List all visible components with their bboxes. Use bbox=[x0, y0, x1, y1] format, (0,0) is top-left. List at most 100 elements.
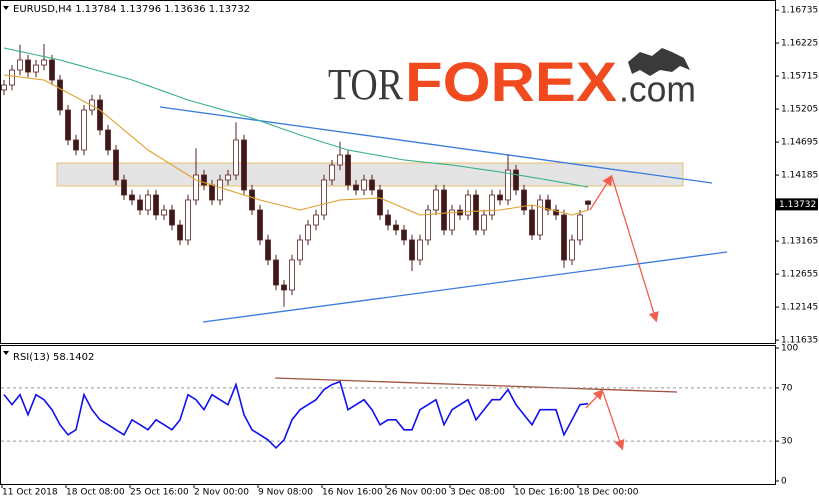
candle-body bbox=[217, 179, 223, 201]
candle-body bbox=[129, 194, 135, 201]
candle-body bbox=[121, 179, 127, 196]
y-tick-label: 1.15715 bbox=[781, 72, 818, 82]
menu-triangle bbox=[3, 351, 9, 355]
candle-body bbox=[73, 139, 79, 151]
series-line bbox=[3, 47, 589, 188]
y-tick-label: 100 bbox=[781, 344, 798, 354]
candle-body bbox=[449, 209, 455, 231]
x-tick-label: 16 Nov 16:00 bbox=[322, 488, 383, 498]
candle-body bbox=[369, 179, 375, 191]
price-marker-label: 1.13732 bbox=[779, 200, 816, 210]
candle-body bbox=[585, 200, 591, 205]
candle-body bbox=[41, 59, 47, 66]
y-tick-label: 1.16225 bbox=[781, 39, 818, 49]
forecast-arrow bbox=[611, 176, 659, 323]
candle-body bbox=[393, 224, 399, 231]
trend-line bbox=[202, 251, 728, 323]
candle-body bbox=[345, 154, 351, 186]
candle-body bbox=[81, 109, 87, 151]
candle-body bbox=[313, 214, 319, 226]
candle-body bbox=[33, 64, 39, 73]
y-tick-label: 1.14695 bbox=[781, 138, 818, 148]
candle-body bbox=[569, 239, 575, 261]
candle-body bbox=[65, 109, 71, 141]
price-marker bbox=[776, 198, 818, 211]
candle-body bbox=[209, 184, 215, 201]
candle-body bbox=[49, 59, 55, 81]
candle-body bbox=[529, 209, 535, 236]
candle-body bbox=[137, 199, 143, 211]
candle-body bbox=[465, 194, 471, 216]
x-tick-label: 11 Oct 2018 bbox=[2, 488, 58, 498]
logo: TOR FOREX .com bbox=[328, 48, 696, 113]
candle-body bbox=[105, 129, 111, 151]
x-tick-label: 3 Dec 08:00 bbox=[450, 488, 505, 498]
x-tick-label: 2 Nov 00:00 bbox=[194, 488, 249, 498]
candle-body bbox=[417, 239, 423, 261]
candle-body bbox=[177, 224, 183, 241]
series-line bbox=[3, 380, 589, 450]
candle-body bbox=[545, 199, 551, 211]
candle-body bbox=[1, 84, 7, 91]
y-tick-label: 1.14185 bbox=[781, 171, 818, 181]
candle-body bbox=[433, 189, 439, 211]
candle-body bbox=[561, 214, 567, 261]
forecast-arrow bbox=[602, 391, 625, 451]
chart-title: EURUSD,H4 1.13784 1.13796 1.13636 1.1373… bbox=[13, 4, 250, 15]
x-tick-label: 10 Dec 16:00 bbox=[514, 488, 575, 498]
candle-body bbox=[401, 229, 407, 241]
forecast-arrow bbox=[585, 389, 604, 409]
plot-layer bbox=[1, 44, 775, 450]
candle-body bbox=[17, 59, 23, 71]
candle-body bbox=[441, 189, 447, 231]
candle-body bbox=[169, 209, 175, 226]
y-tick-label: 70 bbox=[781, 383, 793, 393]
y-tick-label: 0 bbox=[781, 477, 787, 487]
y-tick-label: 1.11635 bbox=[781, 336, 818, 346]
x-tick-label: 9 Nov 08:00 bbox=[258, 488, 313, 498]
candle-body bbox=[25, 59, 31, 73]
candle-body bbox=[241, 139, 247, 191]
candle-body bbox=[297, 239, 303, 261]
series-line bbox=[3, 74, 589, 216]
candle-body bbox=[409, 239, 415, 261]
candle-body bbox=[337, 154, 343, 166]
candle-body bbox=[113, 149, 119, 181]
candle-body bbox=[489, 194, 495, 216]
candle-body bbox=[193, 174, 199, 201]
candle-body bbox=[505, 169, 511, 201]
y-tick-label: 1.15205 bbox=[781, 105, 818, 115]
forecast-arrow bbox=[589, 174, 613, 211]
candle-body bbox=[273, 259, 279, 286]
y-tick-label: 1.13165 bbox=[781, 237, 818, 247]
y-tick-label: 30 bbox=[781, 437, 793, 447]
candle-body bbox=[425, 209, 431, 241]
x-tick-label: 18 Dec 00:00 bbox=[578, 488, 639, 498]
x-tick-label: 26 Nov 00:00 bbox=[386, 488, 447, 498]
candle-body bbox=[537, 199, 543, 236]
candle-body bbox=[281, 284, 287, 291]
candle-body bbox=[201, 174, 207, 186]
candle-body bbox=[513, 169, 519, 191]
y-tick-label: 1.12145 bbox=[781, 303, 818, 313]
candle-body bbox=[473, 194, 479, 231]
candle-body bbox=[577, 214, 583, 241]
candle-body bbox=[185, 199, 191, 241]
rsi-panel bbox=[0, 345, 776, 485]
candle-body bbox=[265, 239, 271, 261]
trend-line bbox=[159, 106, 713, 184]
candle-body bbox=[553, 209, 559, 216]
candle-body bbox=[321, 179, 327, 216]
y-tick-label: 1.16735 bbox=[781, 6, 818, 16]
x-tick-label: 25 Oct 16:00 bbox=[130, 488, 189, 498]
candle-body bbox=[481, 214, 487, 231]
candle-body bbox=[521, 189, 527, 211]
candle-body bbox=[377, 189, 383, 216]
candle-body bbox=[153, 194, 159, 216]
candle-body bbox=[385, 214, 391, 226]
candle-body bbox=[353, 184, 359, 191]
candle-body bbox=[361, 179, 367, 191]
candle-body bbox=[57, 79, 63, 111]
candle-body bbox=[161, 209, 167, 216]
